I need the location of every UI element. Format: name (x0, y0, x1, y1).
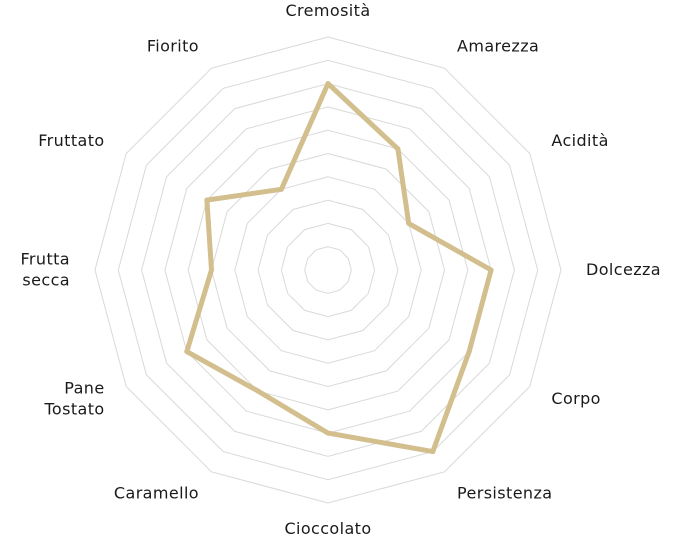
axis-label-amarezza: Amarezza (457, 37, 539, 56)
grid-ring-1 (304, 246, 352, 294)
series-line-0 (184, 81, 494, 455)
axis-label-cioccolato: Cioccolato (284, 519, 371, 538)
grid-ring-6 (187, 129, 469, 411)
axis-label-acidita: Acidità (551, 131, 608, 150)
data-point-dolcezza (488, 267, 494, 273)
grid-ring-8 (141, 83, 515, 457)
grid-ring-2 (280, 222, 376, 318)
axis-label-caramello: Caramello (114, 483, 199, 502)
data-point-cioccolato (325, 430, 331, 436)
axis-label-dolcezza: Dolcezza (586, 260, 661, 279)
grid-ring-9 (117, 59, 539, 481)
data-point-acidita (406, 220, 412, 226)
radar-series (184, 81, 494, 455)
grid-ring-5 (210, 152, 446, 388)
grid-ring-10 (94, 36, 562, 504)
axis-label-frutta-secca: Frutta secca (20, 250, 70, 290)
data-point-cremosita (325, 81, 331, 87)
grid-ring-4 (234, 176, 422, 364)
axis-label-cremosita: Cremosità (285, 1, 370, 20)
radar-axis-labels: Cremosità Amarezza Acidità Dolcezza Corpo Per… (20, 1, 661, 538)
data-point-corpo (466, 349, 472, 354)
data-point-persistenza (430, 449, 436, 455)
grid-ring-3 (257, 199, 399, 341)
data-point-fruttato (204, 197, 210, 203)
data-point-amarezza (395, 146, 401, 152)
data-point-caramello (255, 388, 261, 394)
data-point-fiorito (278, 186, 284, 192)
axis-label-fruttato: Fruttato (38, 131, 104, 150)
axis-label-corpo: Corpo (551, 389, 600, 408)
data-point-pane-tostato (184, 349, 190, 355)
axis-label-pane-tostato: Pane Tostato (43, 379, 104, 419)
data-point-frutta-secca (209, 267, 214, 273)
axis-label-fiorito: Fiorito (147, 37, 199, 56)
axis-label-persistenza: Persistenza (457, 483, 552, 502)
